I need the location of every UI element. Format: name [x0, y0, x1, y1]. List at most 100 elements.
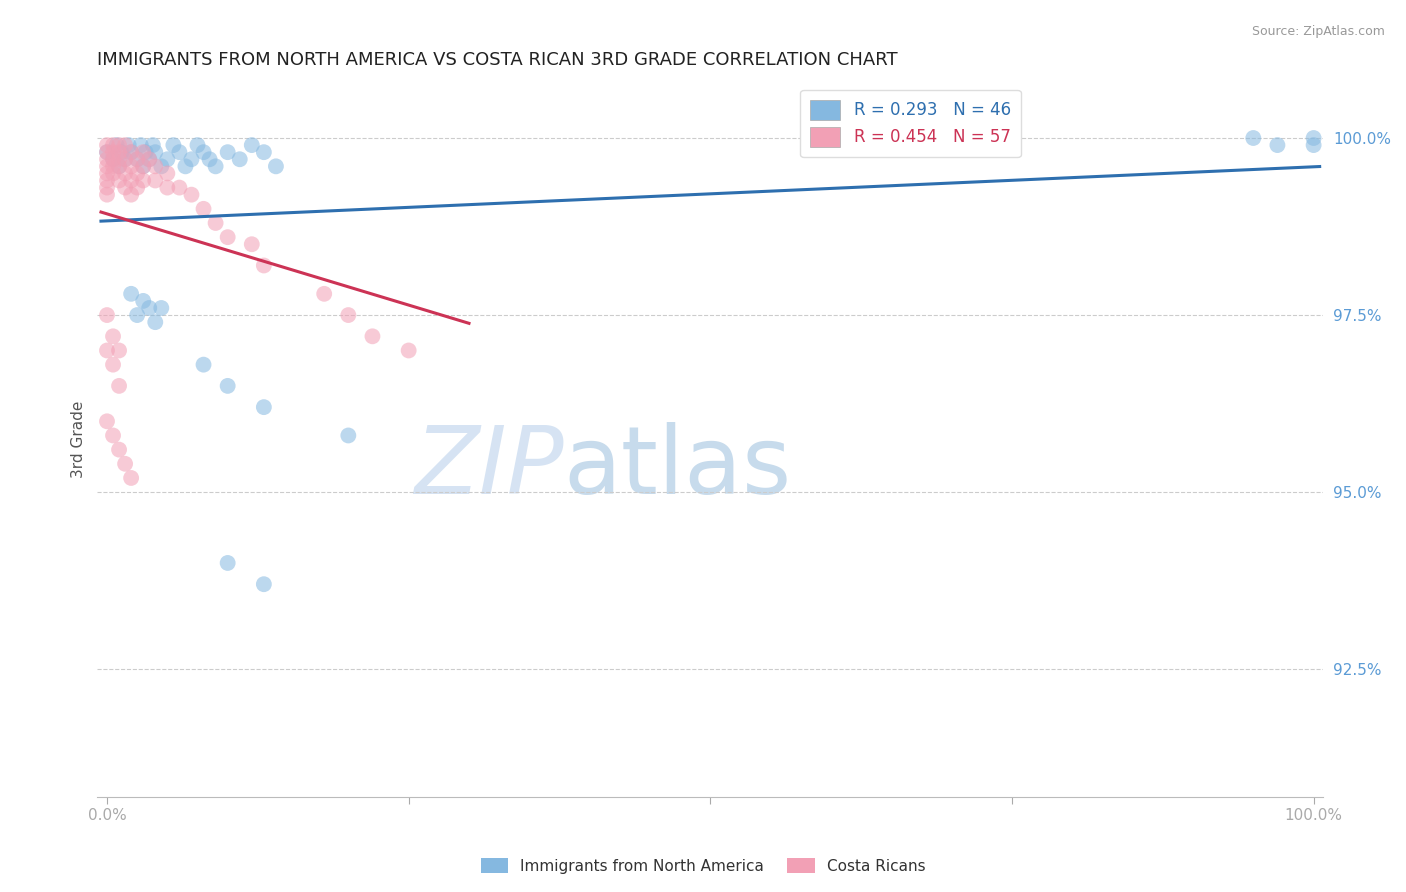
Point: [143, 159, 166, 173]
Point: [132, 159, 155, 173]
Point: [96, 138, 118, 153]
Point: [127, 153, 149, 167]
Point: [240, 237, 263, 252]
Point: [253, 259, 276, 273]
Point: [108, 159, 131, 173]
Point: [120, 187, 142, 202]
Point: [193, 202, 215, 216]
Point: [314, 286, 336, 301]
Point: [132, 293, 155, 308]
Point: [101, 153, 124, 167]
Point: [156, 180, 179, 194]
Point: [105, 138, 128, 153]
Point: [101, 159, 124, 173]
Point: [193, 358, 215, 372]
Point: [398, 343, 420, 358]
Point: [142, 138, 165, 153]
Point: [127, 153, 149, 167]
Point: [108, 159, 131, 173]
Point: [156, 153, 179, 167]
Point: [101, 138, 124, 153]
Point: [101, 358, 124, 372]
Point: [204, 216, 226, 230]
Point: [150, 159, 173, 173]
Point: [127, 166, 149, 180]
Text: atlas: atlas: [564, 422, 792, 514]
Point: [101, 153, 124, 167]
Point: [138, 301, 160, 315]
Point: [96, 173, 118, 187]
Point: [108, 145, 131, 160]
Point: [127, 308, 149, 322]
Text: ZIP: ZIP: [413, 422, 564, 513]
Point: [264, 159, 287, 173]
Point: [169, 180, 191, 194]
Point: [186, 138, 208, 153]
Point: [96, 308, 118, 322]
Point: [127, 180, 149, 194]
Point: [108, 138, 131, 153]
Point: [193, 145, 215, 160]
Point: [240, 138, 263, 153]
Point: [138, 153, 160, 167]
Point: [108, 173, 131, 187]
Point: [180, 187, 202, 202]
Point: [229, 153, 252, 167]
Point: [96, 166, 118, 180]
Point: [143, 145, 166, 160]
Point: [120, 173, 142, 187]
Point: [96, 145, 118, 160]
Point: [129, 138, 152, 153]
Point: [120, 286, 142, 301]
Legend: Immigrants from North America, Costa Ricans: Immigrants from North America, Costa Ric…: [474, 852, 932, 880]
Point: [108, 442, 131, 457]
Point: [114, 153, 136, 167]
Point: [96, 180, 118, 194]
Point: [132, 159, 155, 173]
Point: [120, 145, 142, 160]
Point: [217, 230, 239, 244]
Point: [1302, 131, 1324, 145]
Point: [101, 428, 124, 442]
Point: [114, 166, 136, 180]
Legend: R = 0.293   N = 46, R = 0.454   N = 57: R = 0.293 N = 46, R = 0.454 N = 57: [800, 90, 1021, 157]
Point: [96, 343, 118, 358]
Point: [180, 153, 202, 167]
Point: [217, 556, 239, 570]
Point: [132, 145, 155, 160]
Point: [135, 145, 157, 160]
Point: [217, 379, 239, 393]
Point: [96, 159, 118, 173]
Point: [114, 153, 136, 167]
Text: IMMIGRANTS FROM NORTH AMERICA VS COSTA RICAN 3RD GRADE CORRELATION CHART: IMMIGRANTS FROM NORTH AMERICA VS COSTA R…: [97, 51, 898, 69]
Point: [143, 173, 166, 187]
Point: [120, 159, 142, 173]
Point: [101, 329, 124, 343]
Point: [138, 153, 160, 167]
Point: [96, 414, 118, 428]
Point: [120, 145, 142, 160]
Point: [174, 159, 197, 173]
Point: [1267, 138, 1289, 153]
Point: [96, 145, 118, 160]
Point: [101, 145, 124, 160]
Point: [253, 577, 276, 591]
Point: [120, 471, 142, 485]
Point: [253, 145, 276, 160]
Point: [1302, 138, 1324, 153]
Point: [361, 329, 384, 343]
Point: [108, 343, 131, 358]
Point: [96, 153, 118, 167]
Point: [101, 166, 124, 180]
Point: [132, 173, 155, 187]
Point: [150, 301, 173, 315]
Point: [217, 145, 239, 160]
Point: [204, 159, 226, 173]
Y-axis label: 3rd Grade: 3rd Grade: [72, 401, 86, 478]
Point: [198, 153, 221, 167]
Point: [337, 308, 360, 322]
Point: [162, 138, 184, 153]
Point: [114, 138, 136, 153]
Point: [253, 400, 276, 414]
Point: [337, 428, 360, 442]
